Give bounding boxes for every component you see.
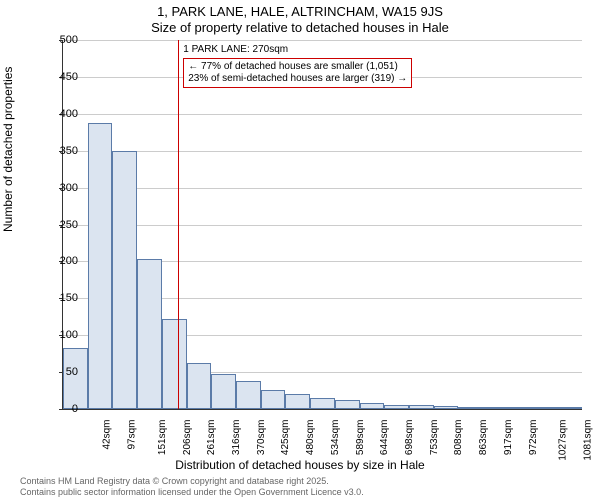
ytick-label: 100	[43, 329, 78, 341]
xtick-label: 589sqm	[355, 420, 366, 456]
xtick-label: 261sqm	[206, 420, 217, 456]
ytick-label: 400	[43, 108, 78, 120]
gridline	[63, 151, 582, 152]
xtick-label: 644sqm	[379, 420, 390, 456]
histogram-bar	[137, 259, 162, 409]
gridline	[63, 188, 582, 189]
histogram-bar	[360, 403, 385, 409]
ytick-label: 0	[43, 403, 78, 415]
gridline	[63, 40, 582, 41]
histogram-bar	[261, 390, 286, 409]
annotation-line2: 23% of semi-detached houses are larger (…	[188, 73, 407, 85]
xtick-label: 42sqm	[102, 420, 113, 450]
histogram-bar	[187, 363, 212, 409]
histogram-bar	[409, 405, 434, 409]
xtick-label: 534sqm	[330, 420, 341, 456]
ytick-label: 300	[43, 182, 78, 194]
chart-container: 1, PARK LANE, HALE, ALTRINCHAM, WA15 9JS…	[0, 0, 600, 500]
histogram-bar	[112, 151, 137, 409]
title-main: 1, PARK LANE, HALE, ALTRINCHAM, WA15 9JS	[0, 4, 600, 19]
ytick-label: 50	[43, 366, 78, 378]
histogram-bar	[434, 406, 459, 409]
x-axis-label: Distribution of detached houses by size …	[0, 458, 600, 472]
histogram-bar	[533, 407, 558, 409]
histogram-bar	[236, 381, 261, 409]
y-axis-label: Number of detached properties	[1, 67, 15, 232]
xtick-label: 316sqm	[231, 420, 242, 456]
xtick-label: 1081sqm	[583, 420, 594, 461]
marker-line	[178, 40, 179, 409]
xtick-label: 753sqm	[429, 420, 440, 456]
ytick-label: 450	[43, 71, 78, 83]
xtick-label: 370sqm	[256, 420, 267, 456]
histogram-bar	[63, 348, 88, 409]
xtick-label: 808sqm	[453, 420, 464, 456]
histogram-bar	[557, 407, 582, 409]
gridline	[63, 225, 582, 226]
annotation-title: 1 PARK LANE: 270sqm	[183, 44, 288, 55]
histogram-bar	[162, 319, 187, 409]
ytick-label: 250	[43, 219, 78, 231]
histogram-bar	[508, 407, 533, 409]
histogram-bar	[384, 405, 409, 409]
ytick-label: 150	[43, 292, 78, 304]
xtick-label: 1027sqm	[558, 420, 569, 461]
histogram-bar	[310, 398, 335, 409]
histogram-bar	[285, 394, 310, 409]
footer-attribution: Contains HM Land Registry data © Crown c…	[20, 476, 364, 498]
xtick-label: 151sqm	[157, 420, 168, 456]
xtick-label: 425sqm	[280, 420, 291, 456]
annotation-box: ← 77% of detached houses are smaller (1,…	[183, 58, 412, 88]
histogram-bar	[335, 400, 360, 409]
xtick-label: 480sqm	[305, 420, 316, 456]
xtick-label: 206sqm	[182, 420, 193, 456]
footer-line1: Contains HM Land Registry data © Crown c…	[20, 476, 364, 487]
gridline	[63, 114, 582, 115]
ytick-label: 200	[43, 255, 78, 267]
xtick-label: 698sqm	[404, 420, 415, 456]
xtick-label: 917sqm	[503, 420, 514, 456]
xtick-label: 972sqm	[528, 420, 539, 456]
xtick-label: 863sqm	[478, 420, 489, 456]
plot-area	[62, 40, 582, 410]
histogram-bar	[211, 374, 236, 409]
histogram-bar	[458, 407, 483, 409]
histogram-bar	[483, 407, 508, 409]
annotation-line1: ← 77% of detached houses are smaller (1,…	[188, 61, 407, 73]
ytick-label: 350	[43, 145, 78, 157]
ytick-label: 500	[43, 34, 78, 46]
histogram-bar	[88, 123, 113, 409]
xtick-label: 97sqm	[127, 420, 138, 450]
footer-line2: Contains public sector information licen…	[20, 487, 364, 498]
title-sub: Size of property relative to detached ho…	[0, 20, 600, 35]
